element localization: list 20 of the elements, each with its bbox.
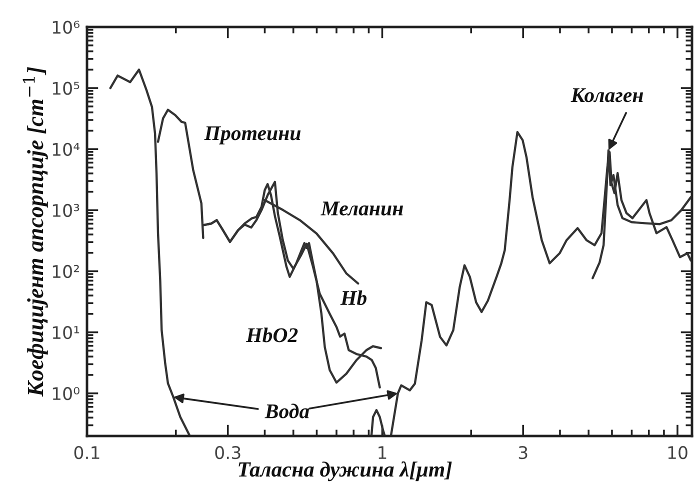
x-tick-label: 0.3 (215, 446, 240, 460)
x-tick-label: 1 (378, 446, 386, 459)
y-tick-label: 10¹ (52, 326, 80, 340)
x-tick-label: 0.1 (74, 446, 100, 460)
x-tick-label: 3 (518, 446, 528, 460)
series-label: Протеини (204, 126, 301, 144)
text: Вода (264, 404, 310, 418)
series-label: Меланин (320, 202, 403, 216)
y-tick-label: 10⁴ (52, 142, 80, 156)
series-label: Hb (340, 290, 366, 306)
x-tick-label: 10 (668, 446, 688, 460)
text: Колаген (570, 88, 644, 102)
y-tick-label: 10⁰ (52, 387, 80, 400)
y-axis-title: Коефицијент апсорпције [cm$^{−1}$] (22, 67, 48, 397)
y-tick-label: 10⁶ (52, 20, 80, 34)
y-tick-label: 10⁵ (52, 82, 80, 95)
x-axis-title: Таласна дужина λ[μm] (238, 461, 452, 482)
y-tick-label: 10² (52, 264, 79, 278)
y-tick-label: 10³ (52, 204, 80, 218)
series-label: HbO2 (246, 328, 298, 342)
